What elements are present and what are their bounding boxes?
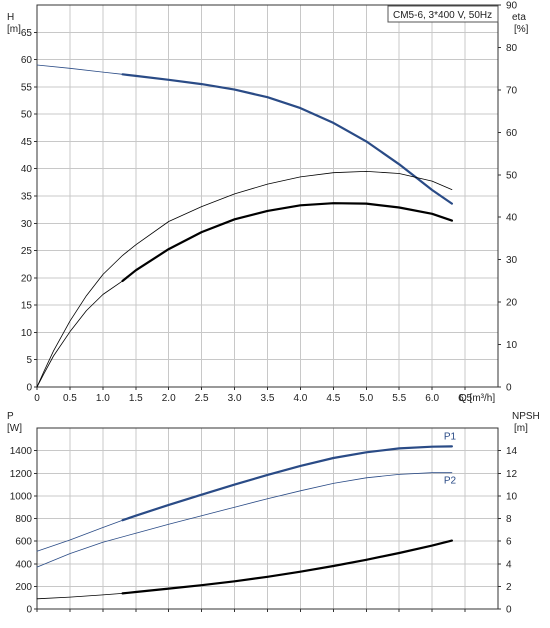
panel1-right-tick-label: 30 xyxy=(506,255,518,266)
panel2-left-tick-label: 800 xyxy=(15,514,32,525)
panel1-series-line-curve-3 xyxy=(36,280,123,388)
panel1-x-tick-label: 3.5 xyxy=(261,393,275,404)
panel1-left-tick-label: 50 xyxy=(21,110,33,121)
panel1-legend-text: CM5-6, 3*400 V, 50Hz xyxy=(393,10,492,21)
panel1-left-tick-label: 40 xyxy=(21,164,33,175)
panel1-right-tick-label: 10 xyxy=(506,340,518,351)
panel1-left-tick-label: 15 xyxy=(21,301,33,312)
panel1-series-line-curve-4 xyxy=(121,202,453,282)
panel2-left-tick-label: 200 xyxy=(15,582,32,593)
panel1-left-tick-label: 60 xyxy=(21,55,33,66)
panel2-left-tick-label: 1200 xyxy=(10,469,33,480)
panel2-series-line-p1-0 xyxy=(36,519,123,552)
panel2-left-tick-label: 1000 xyxy=(10,491,33,502)
panel1-left-tick-label: 20 xyxy=(21,273,33,284)
panel2-right-tick-label: 10 xyxy=(506,491,518,502)
panel1-left-tick-label: 0 xyxy=(26,383,32,394)
panel1-x-tick-label: 1.5 xyxy=(129,393,143,404)
panel1-x-tick-label: 3.0 xyxy=(228,393,242,404)
panel2-right-tick-label: 14 xyxy=(506,446,518,457)
panel1-x-tick-label: 0 xyxy=(34,393,40,404)
panel2-left-tick-label: 600 xyxy=(15,537,32,548)
panel1-legend-box xyxy=(387,5,499,23)
panel1-series-line-curve-2 xyxy=(36,170,453,388)
panel1-right-tick-label: 90 xyxy=(506,1,518,12)
panel1-x-tick-label: 2.0 xyxy=(162,393,176,404)
panel1-x-tick-label: 4.5 xyxy=(326,393,340,404)
panel2-left-tick-label: 400 xyxy=(15,559,32,570)
panel2-left-tick-label: 1400 xyxy=(10,446,33,457)
panel1-x-tick-label: 6.5 xyxy=(458,393,472,404)
panel1-left-tick-label: 65 xyxy=(21,28,33,39)
panel2-series-line-p1-1 xyxy=(121,445,453,522)
panel1-series-line-curve-0 xyxy=(36,64,123,75)
panel2-series-line-curve-4 xyxy=(121,539,453,595)
panel1-right-tick-label: 60 xyxy=(506,128,518,139)
panel1-left-tick-label: 55 xyxy=(21,82,33,93)
panel1-left-tick-label: 35 xyxy=(21,192,33,203)
panel1-right-axis-unit: [%] xyxy=(514,24,529,35)
panel1-left-axis-title: H xyxy=(7,12,14,23)
panel2-right-tick-label: 6 xyxy=(506,537,512,548)
panel1-right-axis-title: eta xyxy=(512,12,526,23)
panel1-right-tick-label: 0 xyxy=(506,383,512,394)
panel1-x-tick-label: 5.5 xyxy=(392,393,406,404)
panel1-right-tick-label: 80 xyxy=(506,43,518,54)
panel1-right-tick-label: 20 xyxy=(506,298,518,309)
panel1-x-tick-label: 6.0 xyxy=(425,393,439,404)
panel2-right-tick-label: 2 xyxy=(506,582,512,593)
panel2-curve-label-p2: P2 xyxy=(444,476,457,487)
panel2-right-tick-label: 0 xyxy=(506,605,512,616)
panel1-left-tick-label: 30 xyxy=(21,219,33,230)
panel1-x-tick-label: 2.5 xyxy=(195,393,209,404)
panel2-left-tick-label: 0 xyxy=(26,605,32,616)
panel1-x-tick-label: 4.0 xyxy=(293,393,307,404)
panel1-series-line-curve-1 xyxy=(121,73,453,205)
panel2-right-axis-title: NPSH xyxy=(512,411,540,422)
panel2-left-axis-unit: [W] xyxy=(7,423,22,434)
panel1-x-axis-label: Q [m³/h] xyxy=(459,393,495,404)
panel2-right-tick-label: 4 xyxy=(506,559,512,570)
panel2-right-tick-label: 12 xyxy=(506,469,518,480)
panel1-left-axis-unit: [m] xyxy=(7,24,21,35)
panel1-left-tick-label: 10 xyxy=(21,328,33,339)
panel1-left-tick-label: 5 xyxy=(26,355,32,366)
panel2-curve-label-p1: P1 xyxy=(444,431,457,442)
panel1-x-tick-label: 0.5 xyxy=(63,393,77,404)
panel1-left-tick-label: 25 xyxy=(21,246,33,257)
panel2-right-axis-unit: [m] xyxy=(514,423,528,434)
panel1-x-tick-label: 1.0 xyxy=(96,393,110,404)
panel2-left-axis-title: P xyxy=(7,411,14,422)
panel2-right-tick-label: 8 xyxy=(506,514,512,525)
panel1-left-tick-label: 45 xyxy=(21,137,33,148)
panel2-series-line-curve-3 xyxy=(36,593,123,600)
panel1-right-tick-label: 40 xyxy=(506,213,518,224)
panel1-x-tick-label: 5.0 xyxy=(359,393,373,404)
panel1-right-tick-label: 70 xyxy=(506,85,518,96)
panel1-right-tick-label: 50 xyxy=(506,170,518,181)
panel2-series-line-p2-2 xyxy=(36,472,453,568)
